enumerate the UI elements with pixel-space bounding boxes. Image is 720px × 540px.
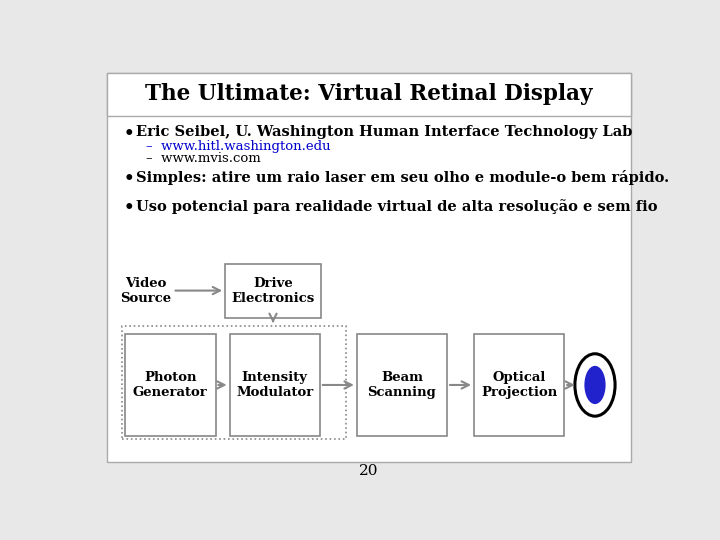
FancyBboxPatch shape [356,334,447,436]
Text: Uso potencial para realidade virtual de alta resolução e sem fio: Uso potencial para realidade virtual de … [136,199,657,214]
Text: Optical
Projection: Optical Projection [481,371,557,399]
Text: Eric Seibel, U. Washington Human Interface Technology Lab: Eric Seibel, U. Washington Human Interfa… [136,125,632,139]
FancyBboxPatch shape [107,73,631,462]
FancyBboxPatch shape [107,73,631,116]
Text: Intensity
Modulator: Intensity Modulator [236,371,313,399]
Text: The Ultimate: Virtual Retinal Display: The Ultimate: Virtual Retinal Display [145,83,593,105]
Text: •: • [124,199,134,215]
Text: Beam
Scanning: Beam Scanning [367,371,436,399]
Text: Simples: atire um raio laser em seu olho e module-o bem rápido.: Simples: atire um raio laser em seu olho… [136,170,669,185]
FancyBboxPatch shape [225,264,321,318]
Text: Drive
Electronics: Drive Electronics [231,276,315,305]
Text: Video
Source: Video Source [120,276,171,305]
Text: •: • [124,170,134,187]
Ellipse shape [585,366,606,404]
Text: 20: 20 [359,464,379,478]
Ellipse shape [575,354,615,416]
Text: –  www.mvis.com: – www.mvis.com [145,152,261,165]
Text: –  www.hitl.washington.edu: – www.hitl.washington.edu [145,140,330,153]
FancyBboxPatch shape [230,334,320,436]
FancyBboxPatch shape [474,334,564,436]
Text: •: • [124,125,134,142]
FancyBboxPatch shape [125,334,215,436]
Text: Photon
Generator: Photon Generator [133,371,208,399]
